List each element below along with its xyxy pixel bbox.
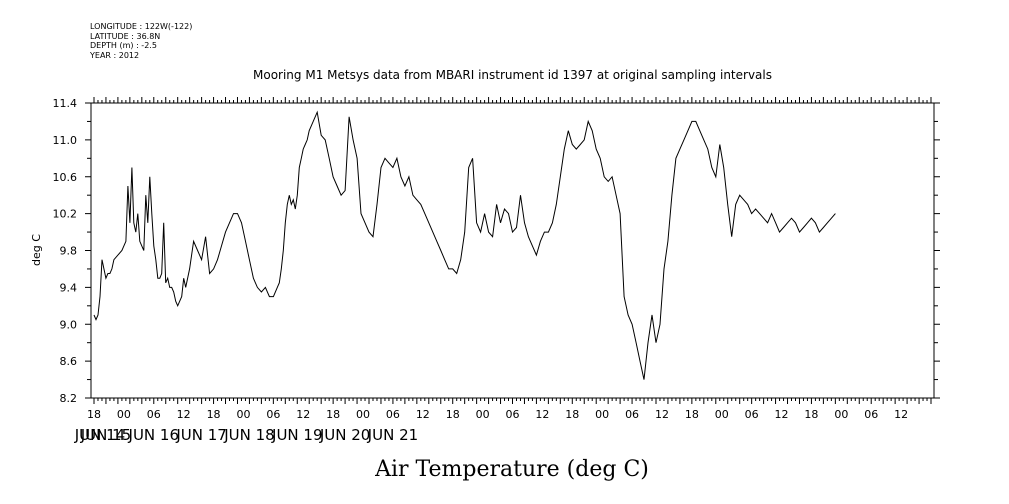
plot-frame — [90, 102, 935, 399]
x-hour-label: 00 — [117, 408, 131, 421]
x-hour-label: 18 — [804, 408, 818, 421]
y-tick-label: 8.2 — [60, 392, 78, 405]
meta-latitude: LATITUDE : 36.8N — [90, 31, 161, 41]
x-day-label: JUN 15 — [80, 426, 131, 444]
x-hour-label: 00 — [715, 408, 729, 421]
x-hour-label: 06 — [506, 408, 520, 421]
y-tick-label: 10.2 — [53, 208, 78, 221]
x-hour-label: 12 — [296, 408, 310, 421]
y-tick-label: 9.8 — [60, 245, 78, 258]
x-axis-title: Air Temperature (deg C) — [374, 457, 649, 482]
x-hour-label: 18 — [446, 408, 460, 421]
x-hour-label: 06 — [864, 408, 878, 421]
x-hour-label: 12 — [416, 408, 430, 421]
x-hour-label: 00 — [356, 408, 370, 421]
x-hour-label: 06 — [386, 408, 400, 421]
x-hour-label: 00 — [476, 408, 490, 421]
y-axis: 8.2 8.6 9.0 9.4 9.8 10.2 10.6 11.0 11.4 — [53, 97, 940, 405]
y-tick-label: 9.4 — [60, 281, 78, 294]
y-axis-label: deg C — [30, 234, 43, 266]
chart-title: Mooring M1 Metsys data from MBARI instru… — [253, 68, 772, 82]
x-hour-label: 18 — [207, 408, 221, 421]
meta-longitude: LONGITUDE : 122W(-122) — [90, 22, 193, 31]
station-metadata: LONGITUDE : 122W(-122) LATITUDE : 36.8N … — [90, 22, 192, 60]
x-hour-label: 18 — [326, 408, 340, 421]
x-hour-label: 00 — [236, 408, 250, 421]
y-tick-label: 11.4 — [53, 97, 78, 110]
x-day-label: JUN 21 — [367, 426, 418, 444]
air-temperature-line — [93, 110, 836, 380]
x-hour-label: 06 — [147, 408, 161, 421]
x-hour-label: 00 — [834, 408, 848, 421]
x-hour-label: 18 — [565, 408, 579, 421]
x-hour-label: 12 — [775, 408, 789, 421]
x-day-label: JUN 16 — [128, 426, 179, 444]
y-tick-label: 8.6 — [60, 355, 78, 368]
y-tick-label: 11.0 — [53, 134, 78, 147]
x-hour-label: 00 — [595, 408, 609, 421]
x-hour-label: 12 — [894, 408, 908, 421]
x-hour-label: 18 — [87, 408, 101, 421]
x-day-label: JUN 14 — [74, 426, 125, 444]
meta-depth: DEPTH (m) : -2.5 — [90, 41, 157, 50]
x-day-label: JUN 17 — [175, 426, 226, 444]
x-day-label: JUN 20 — [319, 426, 370, 444]
x-hour-label: 12 — [177, 408, 191, 421]
meta-year: YEAR : 2012 — [90, 50, 140, 60]
y-tick-label: 9.0 — [60, 318, 78, 331]
x-day-label: JUN 19 — [271, 426, 322, 444]
x-hour-label: 06 — [745, 408, 759, 421]
x-hour-label: 18 — [685, 408, 699, 421]
y-tick-label: 10.6 — [53, 171, 78, 184]
x-hour-label: 12 — [655, 408, 669, 421]
x-hour-label: 06 — [266, 408, 280, 421]
x-hour-label: 06 — [625, 408, 639, 421]
x-axis: 18 00 06 12 18 00 06 12 18 00 06 12 18 00 06 12 18 00 06 12… — [74, 97, 932, 444]
x-day-label: JUN 18 — [223, 426, 274, 444]
x-hour-label: 12 — [535, 408, 549, 421]
